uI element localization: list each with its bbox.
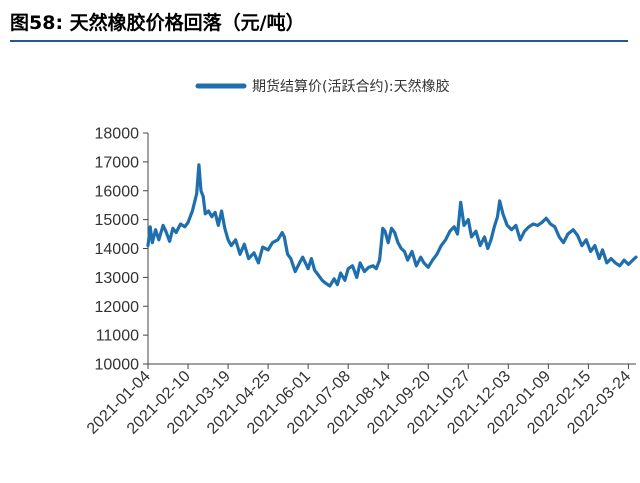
x-axis: 2021-01-042021-02-102021-03-192021-04-25… (84, 363, 636, 438)
figure-title: 图58: 天然橡胶价格回落（元/吨） (10, 12, 305, 34)
y-tick-label: 16000 (95, 183, 140, 200)
y-tick-label: 18000 (95, 126, 140, 143)
y-tick-label: 13000 (95, 270, 140, 287)
y-tick-label: 10000 (95, 357, 140, 374)
y-axis: 18000 17000 16000 15000 14000 13000 12000 11000… (95, 126, 149, 374)
y-tick-label: 17000 (95, 154, 140, 171)
y-tick-label: 15000 (95, 212, 140, 229)
plot-area (146, 163, 638, 288)
y-tick-label: 12000 (95, 299, 140, 316)
y-tick-label: 14000 (95, 241, 140, 258)
y-tick-label: 11000 (96, 328, 139, 345)
legend-label: 期货结算价(活跃合约):天然橡胶 (252, 78, 450, 95)
figure-header: 图58: 天然橡胶价格回落（元/吨） (10, 8, 628, 42)
legend: 期货结算价(活跃合约):天然橡胶 (195, 78, 450, 95)
title-rule (10, 40, 628, 42)
series-line-0 (146, 163, 638, 288)
